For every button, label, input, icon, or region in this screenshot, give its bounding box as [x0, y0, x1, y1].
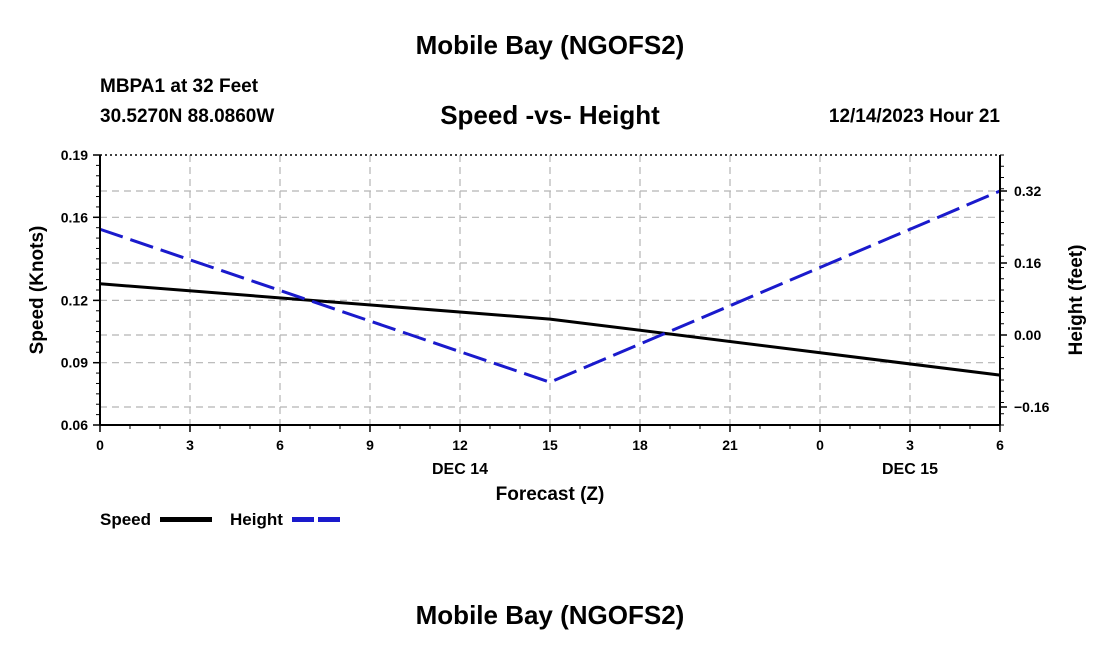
- x-date-label: DEC 14: [432, 461, 488, 478]
- y-right-tick-label: 0.16: [1014, 255, 1041, 271]
- y-left-tick-label: 0.19: [61, 147, 88, 163]
- x-tick-label: 18: [632, 437, 648, 453]
- legend-speed-swatch: [160, 517, 212, 522]
- y-left-tick-label: 0.12: [61, 292, 88, 308]
- height-series-line: [99, 189, 1001, 384]
- legend-height-label: Height: [230, 510, 283, 529]
- legend-height-swatch: [292, 517, 342, 522]
- forecast-datetime: 12/14/2023 Hour 21: [828, 106, 1000, 127]
- chart-subtitle: Speed -vs- Height: [440, 100, 660, 130]
- x-tick-label: 15: [542, 437, 558, 453]
- y-left-tick-label: 0.16: [61, 209, 88, 225]
- x-tick-label: 6: [996, 437, 1004, 453]
- x-axis-title: Forecast (Z): [496, 484, 605, 505]
- x-tick-label: 3: [906, 437, 914, 453]
- x-tick-label: 0: [96, 437, 104, 453]
- speed-series-line: [99, 282, 1001, 377]
- y-right-tick-label: −0.16: [1014, 399, 1050, 415]
- x-tick-label: 0: [816, 437, 824, 453]
- series-group: [99, 189, 1001, 384]
- axes: [93, 154, 1007, 432]
- x-tick-label: 3: [186, 437, 194, 453]
- y-left-tick-label: 0.09: [61, 355, 88, 371]
- y-right-axis-title: Height (feet): [1066, 245, 1087, 356]
- legend-speed-label: Speed: [100, 510, 152, 529]
- station-coords: 30.5270N 88.0860W: [100, 106, 275, 127]
- x-tick-label: 21: [722, 437, 738, 453]
- y-right-tick-label: 0.32: [1014, 183, 1041, 199]
- x-tick-label: 12: [452, 437, 468, 453]
- x-date-label: DEC 15: [882, 461, 938, 478]
- x-tick-label: 6: [276, 437, 284, 453]
- bottom-title: Mobile Bay (NGOFS2): [415, 600, 685, 630]
- y-left-axis-title: Speed (Knots): [27, 226, 48, 355]
- y-right-tick-label: 0.00: [1014, 327, 1041, 343]
- top-title: Mobile Bay (NGOFS2): [415, 30, 685, 60]
- x-tick-label: 9: [366, 437, 374, 453]
- axis-labels: 0 3 6 9 12 15 18 21 0 3 6 0.06 0.09 0.12 0.16 0.19 −0.16…: [27, 147, 1087, 505]
- grid: [100, 155, 1000, 425]
- station-label: MBPA1 at 32 Feet: [100, 76, 259, 97]
- y-left-tick-label: 0.06: [61, 417, 88, 433]
